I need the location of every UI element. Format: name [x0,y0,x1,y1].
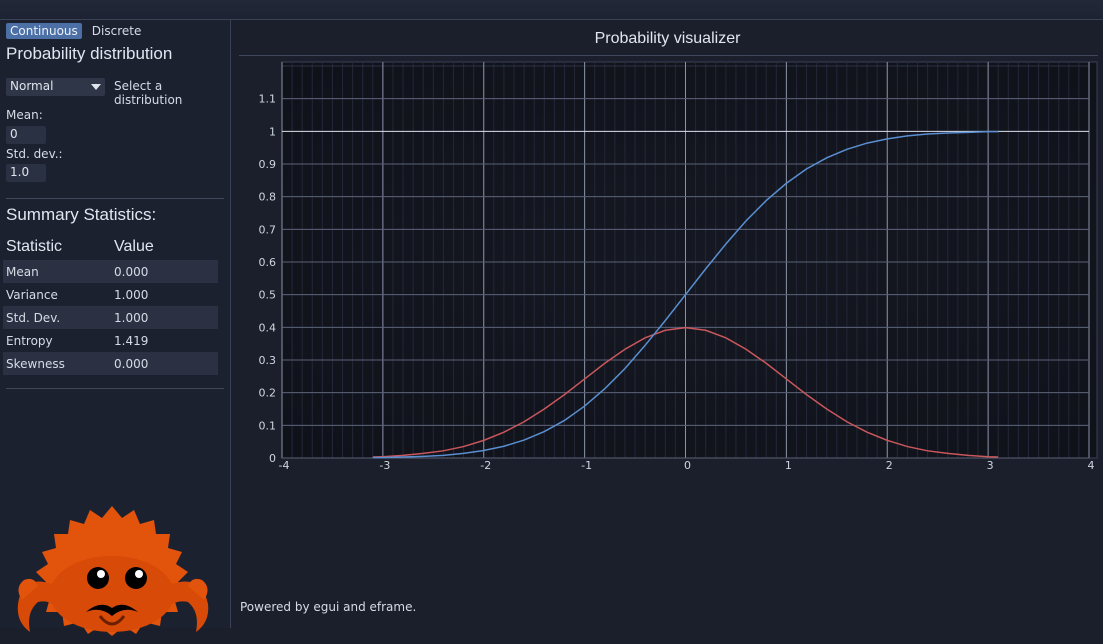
distribution-select-value: Normal [10,79,54,93]
plot-title: Probability visualizer [594,30,741,47]
stat-name: Variance [6,287,58,302]
table-row: Std. Dev. 1.000 [3,306,218,329]
stat-value: 1.000 [114,310,149,325]
stat-value: 1.419 [114,333,149,348]
ferris-crab-logo [17,506,209,636]
tab-continuous[interactable]: Continuous [6,23,82,39]
stat-name: Std. Dev. [6,310,61,325]
footer-text: Powered by egui and eframe. [240,600,417,614]
x-tick-label: 0 [684,459,691,472]
y-tick-label: 0.6 [259,256,277,269]
y-tick-label: 0.9 [259,158,277,171]
y-tick-label: 0.4 [259,321,277,334]
stat-name: Entropy [6,333,53,348]
column-header-statistic: Statistic [6,238,63,255]
y-tick-label: 0.3 [259,354,277,367]
stat-name: Mean [6,264,39,279]
x-tick-label: -4 [279,459,290,472]
divider [6,388,224,389]
stat-value: 0.000 [114,356,149,371]
y-tick-label: 1.1 [259,93,277,106]
divider [6,198,224,199]
x-tick-label: 2 [886,459,893,472]
y-tick-label: 0.5 [259,289,277,302]
table-header: Statistic Value [3,238,218,260]
x-tick-label: 4 [1088,459,1095,472]
summary-heading: Summary Statistics: [6,205,157,224]
std-dev-input[interactable]: 1.0 [6,164,46,182]
x-tick-label: -1 [581,459,592,472]
table-row: Mean 0.000 [3,260,218,283]
table-row: Skewness 0.000 [3,352,218,375]
stat-value: 1.000 [114,287,149,302]
stat-name: Skewness [6,356,65,371]
chevron-down-icon [91,84,101,90]
mean-input[interactable]: 0 [6,126,46,144]
y-tick-label: 0.8 [259,191,277,204]
distribution-heading: Probability distribution [6,44,173,63]
stat-value: 0.000 [114,264,149,279]
main-panel: Probability visualizer -4 -3 -2 -1 0 1 2 3 4 0 0.1… [232,20,1103,628]
x-tick-label: 1 [785,459,792,472]
cdf-curve [372,130,999,459]
table-row: Entropy 1.419 [3,329,218,352]
y-tick-label: 0.2 [259,387,277,400]
summary-table: Statistic Value Mean 0.000 Variance 1.00… [3,238,218,375]
top-bar [0,0,1103,20]
plot-area[interactable] [281,61,1098,459]
y-tick-label: 1 [269,125,276,138]
y-tick-label: 0 [269,452,276,465]
divider [239,55,1098,56]
probability-plot[interactable]: -4 -3 -2 -1 0 1 2 3 4 0 0.1 0.2 0.3 0.4 0.5 0.6 0.7 0.8 0.… [232,56,1103,516]
table-row: Variance 1.000 [3,283,218,306]
pdf-curve [372,326,999,458]
select-distribution-label: Select a distribution [114,79,183,107]
column-header-value: Value [114,238,154,255]
std-dev-label: Std. dev.: [6,147,63,161]
mean-label: Mean: [6,108,43,122]
x-tick-label: -3 [379,459,390,472]
plot-lines [372,130,999,459]
x-tick-label: -2 [480,459,491,472]
distribution-select[interactable]: Normal [6,78,105,96]
sidebar: Continuous Discrete Probability distribu… [0,20,231,636]
distribution-type-tabs: Continuous Discrete [6,23,145,39]
axis-ticks: -4 -3 -2 -1 0 1 2 3 4 0 0.1 0.2 0.3 0.4 0.5 0.6 0.7 0.8 0.… [259,93,1095,472]
tab-discrete[interactable]: Discrete [91,24,142,38]
y-tick-label: 0.7 [259,223,277,236]
y-tick-label: 0.1 [259,419,277,432]
x-tick-label: 3 [987,459,994,472]
